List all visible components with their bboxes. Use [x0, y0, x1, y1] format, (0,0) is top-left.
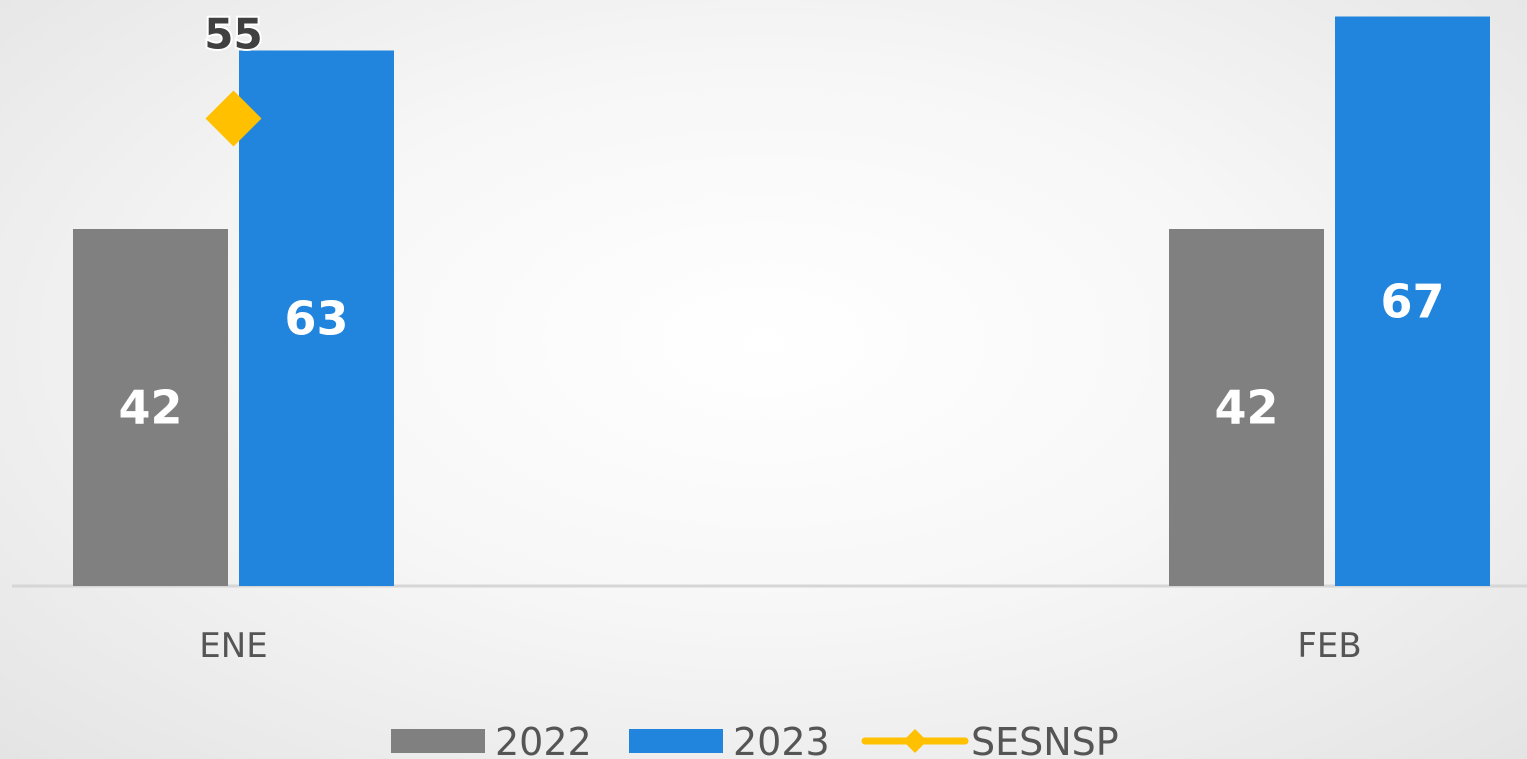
bar-2023-FEB [1335, 16, 1490, 586]
legend-entry-2022: 2022 [391, 720, 592, 759]
data-label-SESNSP-ENE: 55 [204, 10, 262, 59]
legend-swatch [391, 729, 485, 753]
legend-entry-2023: 2023 [629, 720, 830, 759]
x-ticks-group: ENE FEB [199, 626, 1361, 666]
legend-label: 2022 [495, 720, 592, 759]
bars-group [73, 16, 1490, 586]
bar-2022-FEB [1169, 229, 1324, 586]
data-label-2022-FEB: 42 [1214, 381, 1278, 435]
data-label-2023-FEB: 67 [1380, 274, 1444, 328]
x-tick-label: FEB [1297, 626, 1361, 666]
legend-label: 2023 [733, 720, 830, 759]
bar-labels-group: 42 63 42 67 [118, 274, 1444, 434]
legend: 2022 2023 SESNSP [391, 720, 1119, 759]
legend-label: SESNSP [971, 720, 1119, 759]
data-label-2023-ENE: 63 [284, 291, 348, 345]
legend-swatch [629, 729, 723, 753]
data-label-2022-ENE: 42 [118, 381, 182, 435]
legend-marker [903, 729, 927, 753]
legend-entry-SESNSP: SESNSP [861, 720, 1119, 759]
marker-SESNSP-ENE [205, 90, 262, 147]
markers-group: 55 [202, 8, 265, 147]
bar-2023-ENE [239, 50, 394, 586]
bar-2022-ENE [73, 229, 228, 586]
x-tick-label: ENE [199, 626, 267, 666]
